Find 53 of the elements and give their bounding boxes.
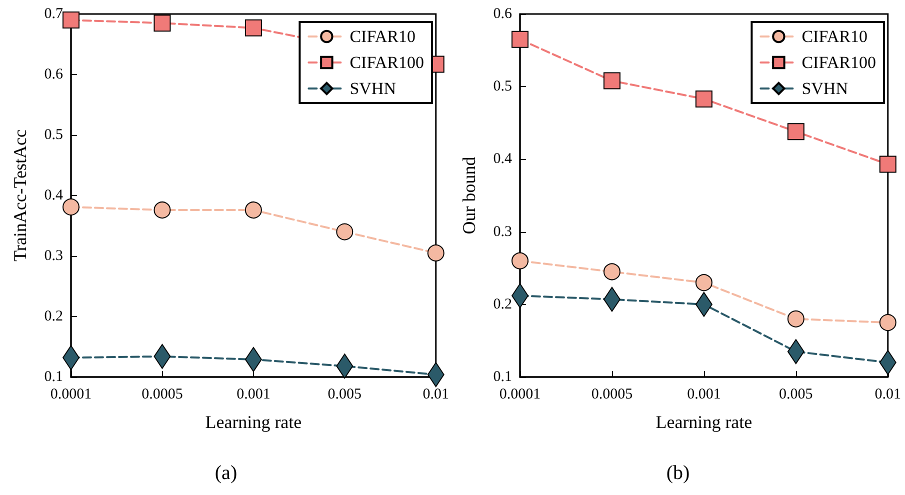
point bbox=[879, 156, 896, 173]
point bbox=[695, 274, 712, 292]
legend-label: CIFAR100 bbox=[802, 53, 876, 72]
y-tick-label: 0.2 bbox=[44, 308, 63, 324]
x-tick-label: 0.0005 bbox=[591, 386, 633, 402]
x-tick-label: 0.0005 bbox=[142, 386, 183, 402]
point bbox=[244, 202, 262, 219]
y-tick-label: 0.6 bbox=[493, 6, 512, 22]
text: (b) bbox=[666, 462, 690, 484]
legend-label: SVHN bbox=[802, 79, 848, 98]
legend-label: CIFAR10 bbox=[802, 27, 868, 46]
x-axis-title: Learning rate bbox=[205, 412, 302, 432]
point bbox=[695, 90, 712, 108]
y-tick-label: 0.4 bbox=[44, 188, 64, 204]
point bbox=[336, 223, 354, 240]
x-tick-label: 0.01 bbox=[422, 386, 449, 402]
point bbox=[512, 30, 528, 48]
point bbox=[512, 252, 528, 270]
legend-label: SVHN bbox=[350, 79, 396, 98]
x-tick-label: 0.001 bbox=[687, 386, 721, 402]
point bbox=[603, 263, 620, 280]
legend-label: CIFAR10 bbox=[350, 27, 416, 46]
y-tick-label: 0.3 bbox=[493, 224, 512, 240]
legend-label: CIFAR100 bbox=[350, 53, 424, 72]
y-tick-label: 0.6 bbox=[44, 66, 64, 82]
point bbox=[879, 314, 896, 332]
point bbox=[154, 14, 171, 32]
y-axis-title: Our bound bbox=[459, 156, 479, 234]
x-tick-label: 0.0001 bbox=[499, 386, 541, 402]
point bbox=[62, 12, 80, 29]
y-tick-label: 0.5 bbox=[44, 127, 63, 143]
x-tick-label: 0.005 bbox=[779, 386, 813, 402]
y-tick-label: 0.2 bbox=[493, 296, 512, 312]
x-tick-label: 0.001 bbox=[236, 386, 270, 402]
x-axis-title: Learning rate bbox=[656, 412, 752, 432]
x-tick-label: 0.0001 bbox=[50, 386, 92, 402]
text: (a) bbox=[214, 462, 238, 484]
y-tick-label: 0.5 bbox=[493, 78, 512, 95]
y-tick-label: 0.7 bbox=[44, 6, 64, 22]
y-tick-label: 0.1 bbox=[493, 369, 512, 385]
y-tick-label: 0.1 bbox=[44, 369, 63, 385]
y-axis-title: TrainAcc-TestAcc bbox=[10, 129, 30, 262]
point bbox=[244, 19, 262, 36]
x-tick-label: 0.005 bbox=[328, 386, 362, 402]
point bbox=[154, 202, 171, 219]
y-tick-label: 0.4 bbox=[493, 151, 512, 168]
point bbox=[787, 310, 804, 328]
point bbox=[62, 198, 80, 216]
point bbox=[787, 123, 804, 140]
x-tick-label: 0.01 bbox=[874, 386, 901, 402]
y-tick-label: 0.3 bbox=[44, 248, 63, 264]
point bbox=[427, 244, 444, 262]
point bbox=[603, 72, 620, 90]
